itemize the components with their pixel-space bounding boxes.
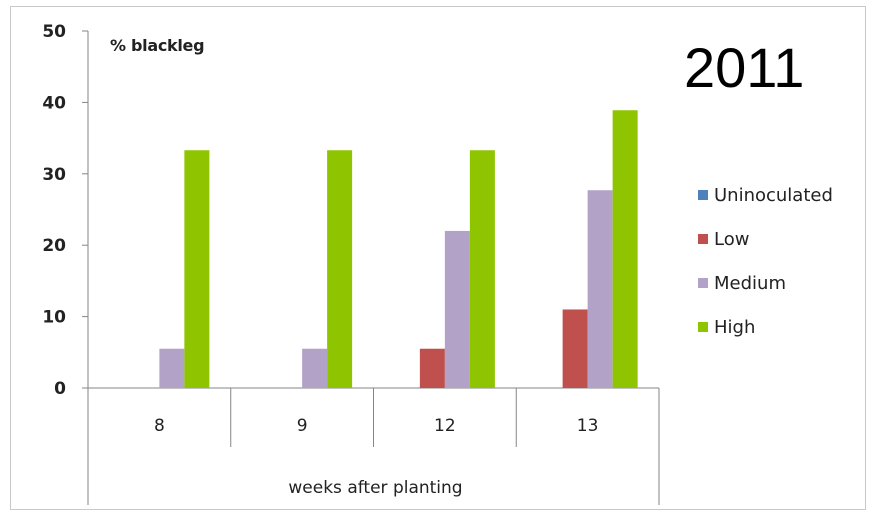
y-tick-label: 10 (42, 308, 66, 328)
bar-low-13 (562, 309, 588, 388)
legend-swatch (698, 234, 708, 244)
bar-medium-13 (587, 190, 613, 388)
y-tick-label: 0 (54, 379, 66, 399)
bar-low-12 (419, 348, 445, 388)
bar-medium-8 (159, 348, 185, 388)
x-tick-label: 13 (577, 416, 599, 436)
x-tick-label: 8 (154, 416, 165, 436)
legend-label: High (714, 316, 756, 338)
legend-swatch (698, 190, 708, 200)
year-annotation: 2011 (684, 36, 805, 99)
bar-medium-9 (302, 348, 328, 388)
x-tick-label: 9 (297, 416, 308, 436)
y-tick-label: 30 (42, 165, 66, 185)
x-axis-title: weeks after planting (288, 478, 462, 498)
y-tick-label: 20 (42, 236, 66, 256)
bar-high-13 (612, 110, 638, 388)
bar-high-9 (327, 150, 353, 388)
y-tick-label: 50 (42, 22, 66, 42)
chart-title: % blackleg (110, 36, 205, 55)
legend-item: Uninoculated (698, 184, 833, 206)
legend-item: High (698, 316, 755, 338)
bar-high-12 (469, 150, 495, 388)
legend-item: Low (698, 228, 749, 250)
legend-label: Uninoculated (714, 184, 833, 206)
x-tick-label: 12 (434, 416, 456, 436)
bar-medium-12 (444, 230, 470, 388)
legend-item: Medium (698, 272, 786, 294)
chart-frame (10, 6, 866, 510)
legend-label: Low (714, 228, 750, 250)
legend-swatch (698, 278, 708, 288)
legend-swatch (698, 322, 708, 332)
legend-label: Medium (714, 272, 786, 294)
y-tick-label: 40 (42, 93, 66, 113)
bar-high-8 (184, 150, 210, 388)
